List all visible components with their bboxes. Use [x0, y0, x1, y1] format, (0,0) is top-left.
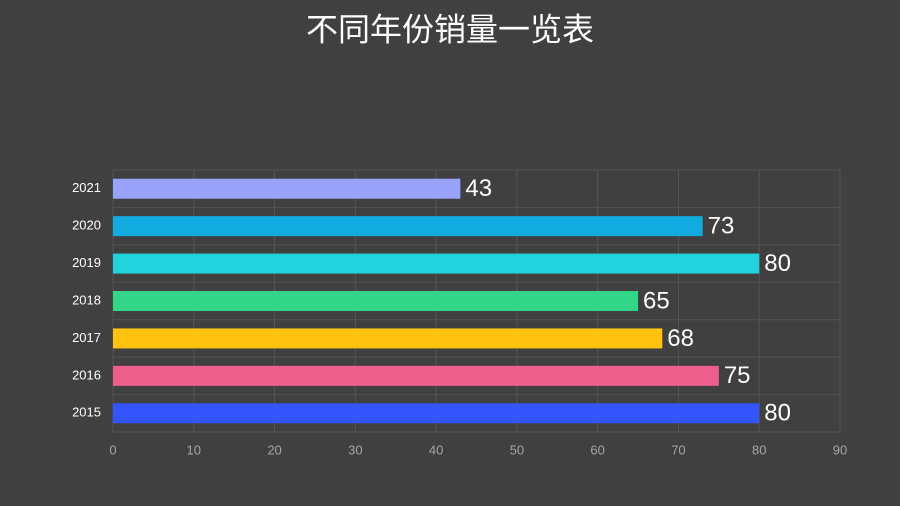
x-tick-label: 70 — [671, 442, 685, 457]
x-tick-label: 50 — [510, 442, 524, 457]
bar — [113, 178, 461, 199]
x-tick-label: 80 — [752, 442, 766, 457]
x-tick-label: 10 — [187, 442, 201, 457]
x-tick-label: 30 — [348, 442, 362, 457]
y-tick-label: 2020 — [72, 218, 101, 233]
bar — [113, 365, 719, 386]
value-label: 75 — [724, 362, 751, 389]
value-label: 43 — [465, 175, 492, 202]
x-tick-label: 40 — [429, 442, 443, 457]
value-label: 80 — [764, 400, 791, 427]
x-tick-label: 0 — [109, 442, 116, 457]
value-label: 68 — [667, 325, 694, 352]
bar — [113, 291, 639, 311]
y-tick-label: 2016 — [72, 367, 101, 382]
chart-title: 不同年份销量一览表 — [306, 11, 594, 47]
x-tick-label: 20 — [267, 442, 281, 457]
bar — [113, 253, 760, 274]
value-label: 73 — [708, 212, 735, 239]
y-tick-label: 2021 — [72, 180, 101, 195]
value-label: 80 — [764, 250, 791, 277]
y-tick-label: 2018 — [72, 292, 101, 307]
y-tick-label: 2019 — [72, 255, 101, 270]
value-label: 65 — [643, 287, 670, 314]
y-tick-label: 2015 — [72, 405, 101, 420]
y-tick-label: 2017 — [72, 330, 101, 345]
x-tick-label: 90 — [833, 442, 847, 457]
bar — [113, 403, 760, 424]
bar — [113, 328, 663, 349]
x-tick-label: 60 — [590, 442, 604, 457]
bar — [113, 216, 703, 237]
